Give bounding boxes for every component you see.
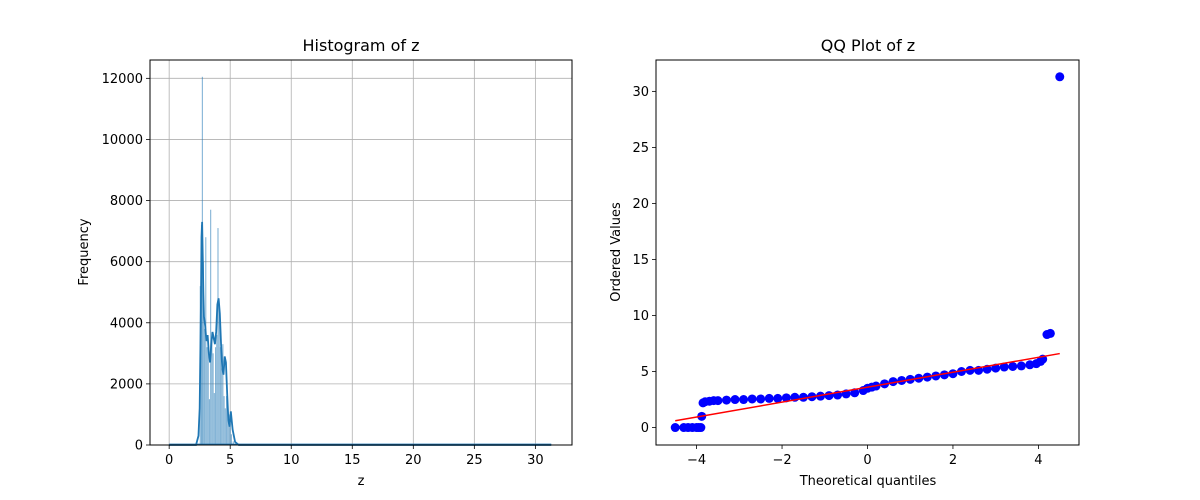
qq-x-tick-label: 0 (863, 453, 871, 468)
qq-y-tick-label: 0 (641, 421, 649, 436)
histogram-x-tick-label: 25 (466, 453, 483, 468)
histogram-grid (150, 60, 572, 446)
histogram-bar (219, 347, 221, 445)
qq-point (1008, 361, 1018, 371)
histogram-y-ticks: 0 2000 4000 6000 8000 10000 12000 (102, 72, 150, 454)
histogram-title: Histogram of z (303, 36, 420, 55)
qq-point (764, 393, 774, 403)
qq-point (756, 394, 766, 404)
qq-point (948, 369, 958, 379)
histogram-axes-frame (149, 59, 573, 446)
histogram-x-tick-label: 0 (165, 453, 173, 468)
histogram-bar (215, 347, 217, 445)
qq-points (670, 72, 1065, 433)
qq-x-tick-label: 2 (949, 453, 957, 468)
qq-x-label: Theoretical quantiles (799, 474, 937, 489)
qq-point (713, 396, 723, 406)
histogram-x-tick-label: 5 (226, 453, 234, 468)
qq-y-tick-label: 15 (632, 253, 649, 268)
histogram-bar (223, 396, 225, 445)
histogram-bar (228, 414, 230, 445)
histogram-bar (206, 347, 208, 445)
qq-point (781, 393, 791, 403)
histogram-panel: Histogram of z 0 5 10 15 20 25 30 0 2000 4000 600… (77, 36, 573, 489)
qq-x-tick-label: 4 (1034, 453, 1042, 468)
histogram-y-tick-label: 0 (135, 439, 143, 454)
qq-point (824, 391, 834, 401)
histogram-bar (229, 423, 231, 445)
histogram-y-tick-label: 4000 (110, 316, 143, 331)
histogram-bar (210, 209, 212, 445)
qq-point (1045, 328, 1055, 338)
histogram-bar (211, 338, 213, 445)
qq-point (1055, 72, 1065, 82)
histogram-bar (230, 434, 232, 445)
qq-point (999, 362, 1009, 372)
histogram-bar (200, 225, 203, 445)
qq-y-tick-label: 30 (632, 85, 649, 100)
histogram-bar (208, 399, 210, 445)
histogram-bar (212, 353, 214, 445)
histogram-bar (218, 307, 220, 445)
histogram-x-ticks: 0 5 10 15 20 25 30 (165, 445, 544, 468)
histogram-y-tick-label: 8000 (110, 194, 143, 209)
histogram-bar (221, 368, 223, 445)
histogram-y-label: Frequency (77, 218, 92, 285)
histogram-bar (213, 393, 215, 445)
qq-x-ticks: −4 −2 0 2 4 (687, 445, 1043, 468)
qq-point (696, 423, 706, 433)
qq-y-tick-label: 10 (632, 309, 649, 324)
histogram-bar (224, 408, 226, 445)
qq-y-label: Ordered Values (609, 202, 624, 302)
histogram-y-tick-label: 6000 (110, 255, 143, 270)
histogram-bar (207, 341, 209, 445)
qq-point (722, 395, 731, 405)
qq-fit-line (675, 352, 1060, 422)
histogram-bar (222, 344, 224, 445)
qq-x-tick-label: −4 (687, 453, 706, 468)
histogram-y-tick-label: 10000 (102, 133, 143, 148)
qq-title: QQ Plot of z (821, 36, 915, 55)
qq-y-tick-label: 25 (632, 141, 649, 156)
qq-point (739, 395, 749, 405)
qq-x-tick-label: −2 (772, 453, 791, 468)
qq-point (747, 394, 757, 404)
qq-point (670, 423, 680, 433)
histogram-y-tick-label: 12000 (102, 72, 143, 87)
qq-y-ticks: 0 5 10 15 20 25 30 (632, 85, 656, 436)
histogram-x-tick-label: 10 (283, 453, 300, 468)
histogram-x-tick-label: 30 (527, 453, 544, 468)
histogram-bar (225, 396, 228, 445)
histogram-x-label: z (358, 474, 365, 489)
histogram-bar (227, 408, 229, 445)
qq-point (773, 393, 783, 403)
qq-y-tick-label: 5 (641, 365, 649, 380)
histogram-bar (204, 328, 206, 445)
qq-point (1016, 361, 1026, 371)
histogram-bar (232, 441, 234, 445)
histogram-bar (202, 261, 204, 445)
histogram-bar (216, 335, 218, 445)
qq-panel: QQ Plot of z −4 −2 0 2 4 0 5 10 15 20 25 30 Theore… (609, 36, 1080, 489)
qq-point (730, 395, 740, 405)
qq-y-tick-label: 20 (632, 197, 649, 212)
histogram-bar (217, 228, 219, 445)
histogram-x-tick-label: 15 (344, 453, 361, 468)
histogram-y-tick-label: 2000 (110, 377, 143, 392)
histogram-kde-line (169, 221, 552, 446)
histogram-x-tick-label: 20 (405, 453, 422, 468)
